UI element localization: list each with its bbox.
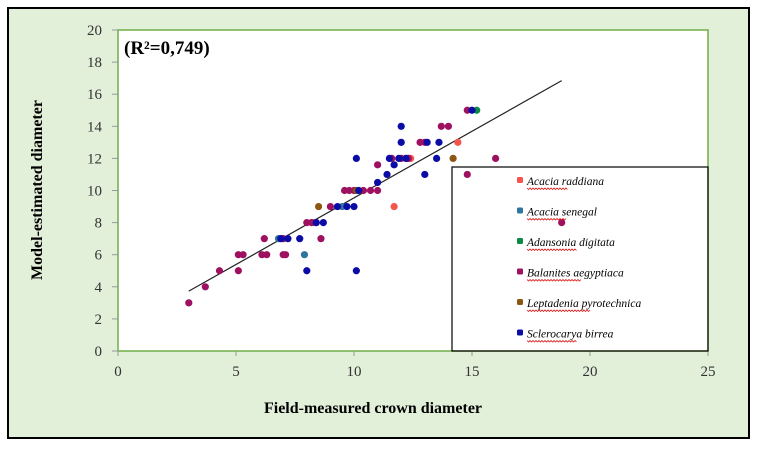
data-point [383, 170, 391, 179]
data-point [239, 251, 247, 259]
data-point [366, 186, 375, 195]
legend-label: Leptadenia pyrotechnica [526, 298, 641, 310]
x-tick-label: 0 [114, 364, 122, 380]
y-tick-label: 8 [95, 216, 103, 232]
data-point [374, 161, 382, 169]
data-point [437, 122, 445, 130]
legend-marker [517, 268, 523, 275]
data-point [374, 178, 382, 187]
data-point [317, 235, 325, 243]
data-point [284, 235, 292, 243]
data-point [315, 202, 323, 211]
data-point [263, 251, 271, 259]
y-tick-label: 6 [95, 248, 103, 264]
data-point [300, 251, 309, 259]
legend-box [451, 166, 709, 352]
data-point [444, 122, 452, 130]
y-tick-label: 10 [87, 184, 102, 200]
data-point [433, 154, 441, 162]
data-point [390, 161, 398, 169]
data-point [385, 154, 393, 162]
data-point [421, 170, 429, 179]
legend-marker [517, 238, 523, 244]
legend-marker [517, 329, 523, 336]
data-point [397, 122, 405, 130]
x-axis-label: Field-measured crown diameter [264, 400, 482, 417]
data-point [397, 138, 405, 146]
data-point [281, 251, 290, 259]
data-point [319, 219, 327, 227]
spellcheck-underline [526, 309, 591, 313]
legend-label: Adansonia digitata [526, 237, 615, 249]
data-point [352, 154, 360, 162]
legend-marker [517, 299, 523, 305]
data-point [326, 202, 334, 211]
x-tick-label: 25 [701, 364, 716, 380]
y-tick-label: 12 [87, 151, 102, 167]
data-point [296, 235, 304, 243]
data-point [352, 267, 360, 275]
data-point [215, 267, 224, 275]
y-tick-label: 18 [87, 55, 102, 71]
data-point [303, 267, 311, 275]
legend-label: Acacia raddiana [526, 176, 604, 188]
y-tick-label: 4 [95, 280, 103, 296]
data-point [402, 154, 410, 162]
data-point [374, 186, 382, 195]
y-tick-label: 2 [95, 312, 103, 328]
data-point [343, 202, 351, 211]
data-point [277, 235, 285, 243]
data-point [185, 299, 193, 307]
data-point [435, 138, 443, 146]
data-point [201, 283, 209, 291]
x-tick-label: 5 [232, 364, 240, 380]
series-sclerocarya-birrea [277, 106, 476, 275]
data-point [395, 154, 403, 162]
spellcheck-underline [526, 278, 582, 282]
data-point [333, 202, 342, 211]
legend-marker [517, 177, 523, 183]
data-point [350, 202, 358, 211]
data-point [355, 186, 363, 195]
data-point [463, 170, 471, 179]
y-axis-label: Model-estimated diameter [29, 100, 46, 280]
spellcheck-underline [526, 217, 567, 221]
trendline [188, 80, 562, 292]
legend-label: Balanites aegyptiaca [527, 268, 624, 280]
data-point [260, 235, 268, 243]
x-tick-label: 15 [465, 364, 480, 380]
data-point [454, 138, 462, 146]
data-point [234, 267, 242, 275]
y-tick-label: 16 [87, 87, 103, 103]
data-point [449, 154, 457, 162]
data-point [492, 154, 500, 162]
data-point [390, 202, 398, 211]
data-point [558, 219, 566, 227]
plot-area [117, 29, 709, 352]
data-point [423, 138, 431, 146]
r-squared-annotation: (R²=0,749) [124, 38, 210, 59]
legend-label: Acacia senegal [526, 207, 597, 219]
x-tick-label: 20 [583, 364, 598, 380]
y-tick-label: 20 [87, 23, 102, 39]
legend-label: Sclerocarya birrea [527, 329, 614, 341]
spellcheck-underline [526, 339, 577, 343]
spellcheck-underline [526, 248, 577, 252]
data-point [312, 219, 320, 227]
y-tick-label: 0 [95, 344, 103, 360]
y-tick-label: 14 [87, 119, 103, 135]
x-tick-label: 10 [347, 364, 362, 380]
spellcheck-underline [526, 187, 568, 191]
data-point [468, 106, 476, 114]
legend-marker [517, 207, 523, 214]
